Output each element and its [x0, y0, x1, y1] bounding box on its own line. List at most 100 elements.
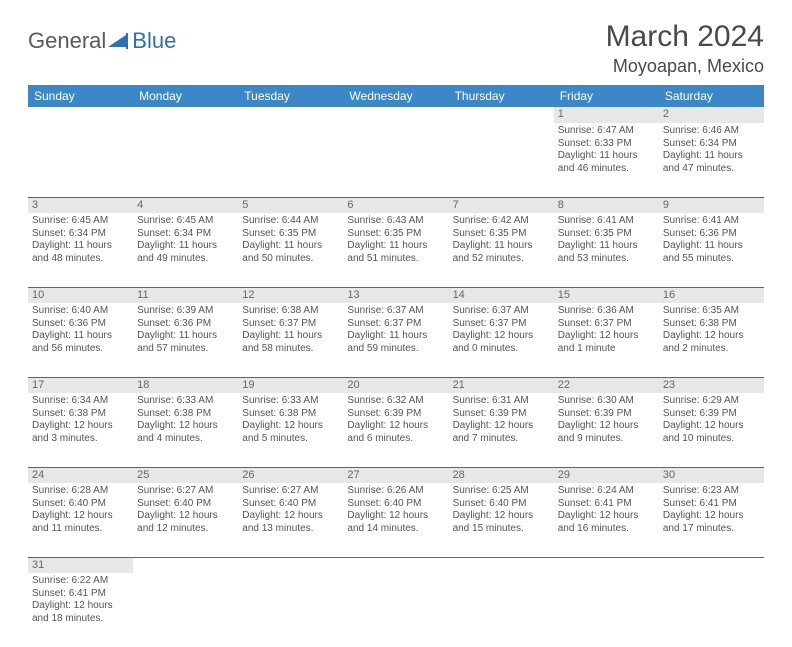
day-number	[133, 107, 238, 123]
sunrise-line: Sunrise: 6:37 AM	[453, 305, 550, 318]
daylight-line: Daylight: 12 hours	[558, 330, 655, 343]
sunset-line: Sunset: 6:39 PM	[347, 408, 444, 421]
sunset-line: Sunset: 6:35 PM	[242, 228, 339, 241]
detail-row: Sunrise: 6:28 AMSunset: 6:40 PMDaylight:…	[28, 483, 764, 557]
day-number	[449, 557, 554, 573]
day-cell: Sunrise: 6:22 AMSunset: 6:41 PMDaylight:…	[28, 573, 133, 647]
weekday-header: Thursday	[449, 85, 554, 107]
weekday-header: Wednesday	[343, 85, 448, 107]
day-number	[133, 557, 238, 573]
sunset-line: Sunset: 6:41 PM	[32, 588, 129, 601]
sunrise-line: Sunrise: 6:30 AM	[558, 395, 655, 408]
day-number	[238, 557, 343, 573]
sunset-line: Sunset: 6:37 PM	[242, 318, 339, 331]
day-number: 17	[28, 377, 133, 393]
day-cell: Sunrise: 6:29 AMSunset: 6:39 PMDaylight:…	[659, 393, 764, 467]
day-number: 24	[28, 467, 133, 483]
daylight-line: Daylight: 12 hours	[453, 330, 550, 343]
daynum-row: 31	[28, 557, 764, 573]
daylight-line: Daylight: 12 hours	[558, 510, 655, 523]
day-cell	[238, 573, 343, 647]
daylight-line: Daylight: 11 hours	[663, 150, 760, 163]
month-title: March 2024	[606, 20, 764, 54]
sunrise-line: Sunrise: 6:41 AM	[663, 215, 760, 228]
daylight-line: Daylight: 12 hours	[242, 510, 339, 523]
sunrise-line: Sunrise: 6:44 AM	[242, 215, 339, 228]
daylight-line: Daylight: 11 hours	[32, 330, 129, 343]
sunrise-line: Sunrise: 6:47 AM	[558, 125, 655, 138]
title-block: March 2024 Moyoapan, Mexico	[606, 20, 764, 77]
day-cell	[343, 573, 448, 647]
sunrise-line: Sunrise: 6:36 AM	[558, 305, 655, 318]
sunrise-line: Sunrise: 6:27 AM	[137, 485, 234, 498]
day-cell: Sunrise: 6:23 AMSunset: 6:41 PMDaylight:…	[659, 483, 764, 557]
sunrise-line: Sunrise: 6:33 AM	[242, 395, 339, 408]
day-number	[238, 107, 343, 123]
day-cell: Sunrise: 6:33 AMSunset: 6:38 PMDaylight:…	[133, 393, 238, 467]
day-number: 15	[554, 287, 659, 303]
daylight-min-line: and 9 minutes.	[558, 433, 655, 446]
weekday-header: Saturday	[659, 85, 764, 107]
day-number: 26	[238, 467, 343, 483]
day-cell: Sunrise: 6:37 AMSunset: 6:37 PMDaylight:…	[449, 303, 554, 377]
sunrise-line: Sunrise: 6:37 AM	[347, 305, 444, 318]
day-number	[449, 107, 554, 123]
daylight-min-line: and 0 minutes.	[453, 343, 550, 356]
daylight-min-line: and 6 minutes.	[347, 433, 444, 446]
daylight-line: Daylight: 12 hours	[32, 420, 129, 433]
day-cell	[133, 123, 238, 197]
daylight-line: Daylight: 11 hours	[347, 330, 444, 343]
daylight-min-line: and 18 minutes.	[32, 613, 129, 626]
sunrise-line: Sunrise: 6:39 AM	[137, 305, 234, 318]
sunrise-line: Sunrise: 6:25 AM	[453, 485, 550, 498]
day-cell: Sunrise: 6:34 AMSunset: 6:38 PMDaylight:…	[28, 393, 133, 467]
sunset-line: Sunset: 6:41 PM	[558, 498, 655, 511]
day-cell: Sunrise: 6:43 AMSunset: 6:35 PMDaylight:…	[343, 213, 448, 287]
day-cell: Sunrise: 6:26 AMSunset: 6:40 PMDaylight:…	[343, 483, 448, 557]
daylight-min-line: and 3 minutes.	[32, 433, 129, 446]
daylight-min-line: and 17 minutes.	[663, 523, 760, 536]
daylight-min-line: and 13 minutes.	[242, 523, 339, 536]
sunset-line: Sunset: 6:34 PM	[137, 228, 234, 241]
daylight-line: Daylight: 11 hours	[558, 240, 655, 253]
weekday-header: Monday	[133, 85, 238, 107]
day-number: 25	[133, 467, 238, 483]
daylight-min-line: and 14 minutes.	[347, 523, 444, 536]
day-number: 8	[554, 197, 659, 213]
sunset-line: Sunset: 6:40 PM	[453, 498, 550, 511]
sunset-line: Sunset: 6:35 PM	[347, 228, 444, 241]
day-number: 18	[133, 377, 238, 393]
day-number: 7	[449, 197, 554, 213]
day-cell: Sunrise: 6:37 AMSunset: 6:37 PMDaylight:…	[343, 303, 448, 377]
day-number: 27	[343, 467, 448, 483]
detail-row: Sunrise: 6:22 AMSunset: 6:41 PMDaylight:…	[28, 573, 764, 647]
daylight-line: Daylight: 12 hours	[453, 420, 550, 433]
sunrise-line: Sunrise: 6:29 AM	[663, 395, 760, 408]
sunset-line: Sunset: 6:40 PM	[137, 498, 234, 511]
sunset-line: Sunset: 6:37 PM	[347, 318, 444, 331]
sunset-line: Sunset: 6:38 PM	[663, 318, 760, 331]
daylight-line: Daylight: 11 hours	[137, 240, 234, 253]
daylight-min-line: and 4 minutes.	[137, 433, 234, 446]
daylight-line: Daylight: 12 hours	[32, 600, 129, 613]
day-cell	[449, 123, 554, 197]
day-number: 3	[28, 197, 133, 213]
daylight-min-line: and 7 minutes.	[453, 433, 550, 446]
day-number: 20	[343, 377, 448, 393]
day-cell	[449, 573, 554, 647]
daynum-row: 10111213141516	[28, 287, 764, 303]
day-cell: Sunrise: 6:41 AMSunset: 6:35 PMDaylight:…	[554, 213, 659, 287]
daynum-row: 24252627282930	[28, 467, 764, 483]
sunset-line: Sunset: 6:39 PM	[558, 408, 655, 421]
day-cell: Sunrise: 6:27 AMSunset: 6:40 PMDaylight:…	[133, 483, 238, 557]
day-number: 21	[449, 377, 554, 393]
day-number: 6	[343, 197, 448, 213]
daylight-min-line: and 47 minutes.	[663, 163, 760, 176]
daylight-line: Daylight: 12 hours	[663, 420, 760, 433]
daylight-min-line: and 2 minutes.	[663, 343, 760, 356]
logo-text-blue: Blue	[132, 28, 176, 54]
day-number: 5	[238, 197, 343, 213]
weekday-header: Tuesday	[238, 85, 343, 107]
day-cell	[343, 123, 448, 197]
day-number: 28	[449, 467, 554, 483]
